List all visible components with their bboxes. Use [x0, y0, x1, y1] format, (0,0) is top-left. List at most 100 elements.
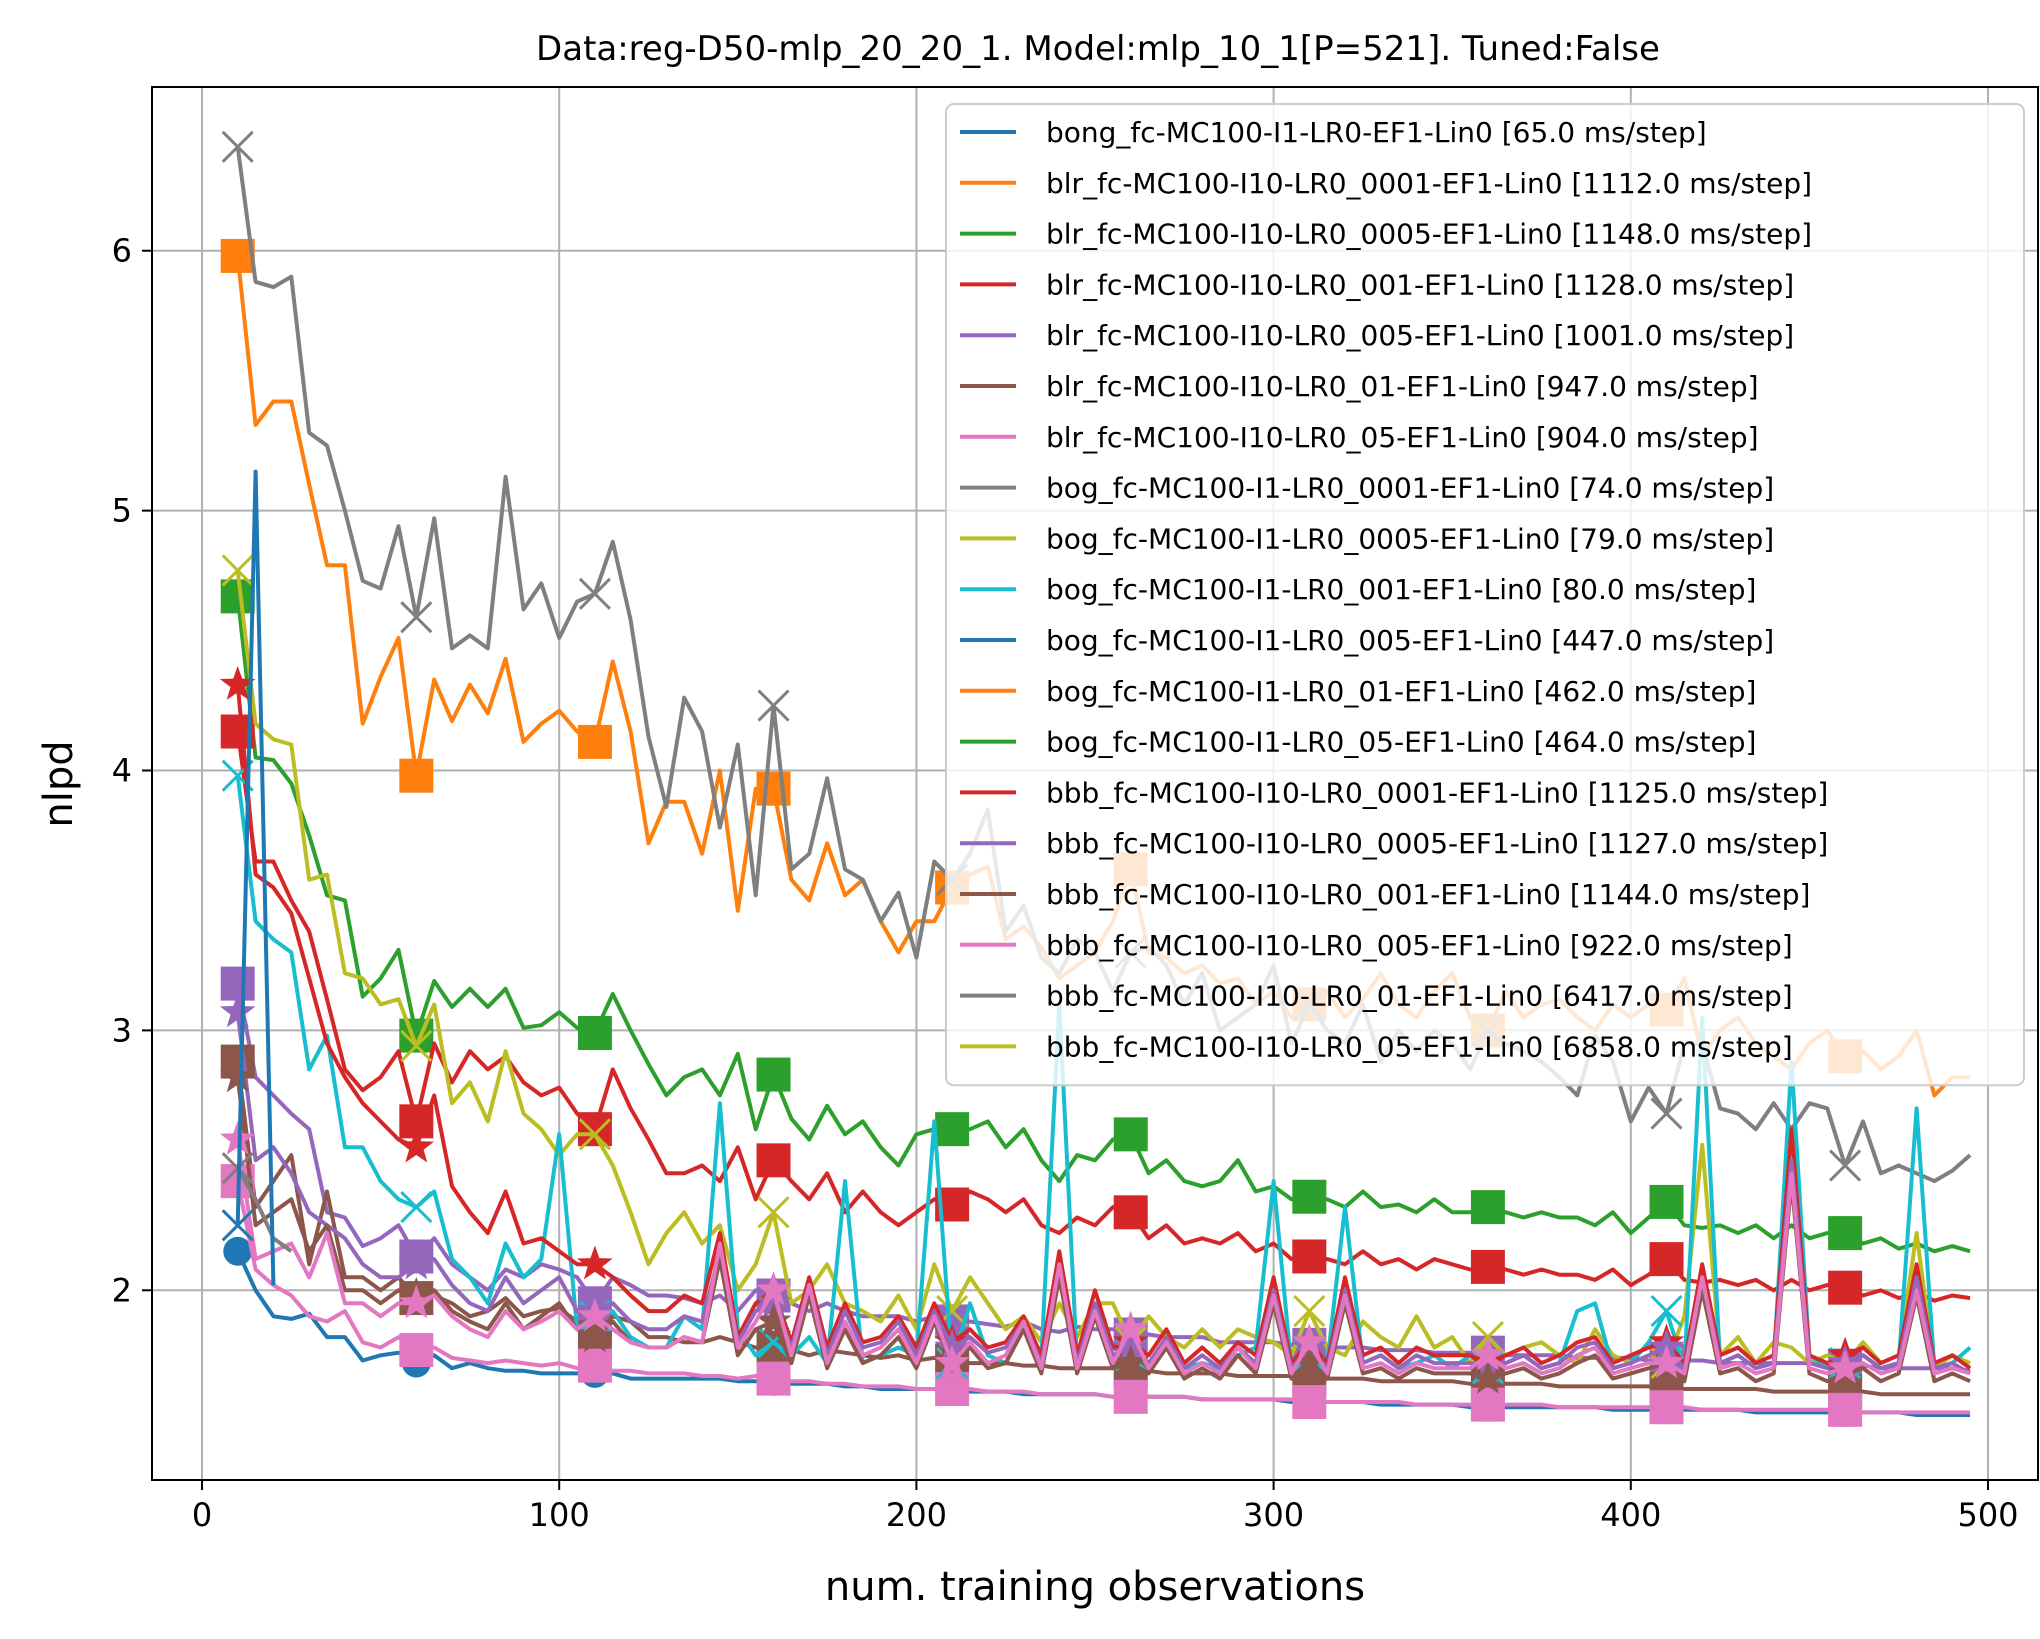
- data-point: [577, 1348, 612, 1383]
- chart-title: Data:reg-D50-mlp_20_20_1. Model:mlp_10_1…: [536, 29, 1660, 69]
- data-point: [1470, 1359, 1506, 1394]
- data-point: [398, 1128, 435, 1163]
- y-axis-label: nlpd: [36, 740, 82, 827]
- data-point: [1828, 1392, 1863, 1427]
- data-point: [219, 666, 256, 700]
- legend-entry-label: blr_fc-MC100-I10-LR0_001-EF1-Lin0 [1128.…: [1046, 268, 1794, 301]
- data-point: [1649, 1242, 1684, 1277]
- data-point: [398, 1284, 435, 1319]
- data-point: [1113, 1379, 1148, 1414]
- data-point: [577, 724, 612, 759]
- legend-entry-label: bog_fc-MC100-I1-LR0_01-EF1-Lin0 [462.0 m…: [1046, 675, 1756, 708]
- data-point: [578, 1118, 611, 1151]
- data-point: [1292, 1239, 1327, 1274]
- data-point: [1829, 1149, 1862, 1182]
- data-point: [756, 1057, 791, 1092]
- legend-entry-label: bong_fc-MC100-I1-LR0-EF1-Lin0 [65.0 ms/s…: [1046, 116, 1707, 149]
- legend-entry-label: blr_fc-MC100-I10-LR0_01-EF1-Lin0 [947.0 …: [1046, 370, 1759, 403]
- series-line: [235, 596, 1971, 1254]
- y-tick-label: 2: [112, 1271, 132, 1309]
- series-line: [235, 469, 276, 1286]
- data-point: [400, 1029, 433, 1063]
- data-point: [1828, 1270, 1863, 1305]
- series-line: [235, 684, 1972, 1370]
- data-point: [1828, 1216, 1863, 1251]
- data-point: [219, 1120, 256, 1155]
- data-point: [1292, 1385, 1327, 1420]
- legend-entry-label: bbb_fc-MC100-I10-LR0_05-EF1-Lin0 [6858.0…: [1046, 1030, 1793, 1063]
- data-point: [577, 1245, 613, 1280]
- series-line: [235, 1011, 1972, 1376]
- data-point: [577, 1297, 613, 1332]
- data-point: [221, 1209, 254, 1242]
- series-line: [235, 1139, 1971, 1376]
- data-point: [1112, 1310, 1149, 1345]
- data-point: [578, 577, 611, 610]
- data-point: [1470, 1387, 1505, 1422]
- plot-frame: [151, 86, 2039, 1481]
- data-point: [935, 1112, 970, 1147]
- data-point: [400, 601, 433, 634]
- y-tick-label: 4: [112, 752, 132, 790]
- data-point: [1650, 1295, 1683, 1328]
- x-tick-label: 400: [1600, 1496, 1661, 1534]
- y-tick-label: 5: [112, 492, 132, 530]
- legend-entry-label: bog_fc-MC100-I1-LR0_0001-EF1-Lin0 [74.0 …: [1046, 472, 1774, 505]
- data-point: [934, 1344, 970, 1379]
- legend-entry-label: bbb_fc-MC100-I10-LR0_0001-EF1-Lin0 [1125…: [1046, 776, 1828, 809]
- data-point: [756, 1361, 791, 1396]
- x-tick-label: 500: [1957, 1496, 2018, 1534]
- data-point: [577, 1112, 612, 1147]
- legend-entry-label: blr_fc-MC100-I10-LR0_05-EF1-Lin0 [904.0 …: [1046, 421, 1759, 454]
- y-tick-label: 3: [112, 1011, 132, 1049]
- legend-entry-label: blr_fc-MC100-I10-LR0_0001-EF1-Lin0 [1112…: [1046, 167, 1812, 200]
- y-tick-label: 6: [112, 232, 132, 270]
- data-point: [757, 689, 790, 722]
- series-group: [220, 1164, 1971, 1427]
- series-group: [221, 469, 276, 1286]
- data-point: [755, 1302, 792, 1337]
- series-group: [219, 1120, 1971, 1384]
- legend-entry-label: bog_fc-MC100-I1-LR0_001-EF1-Lin0 [80.0 m…: [1046, 573, 1756, 606]
- data-point: [577, 1015, 612, 1050]
- x-tick-label: 200: [886, 1496, 947, 1534]
- data-point: [1649, 1390, 1684, 1425]
- data-point: [1650, 1097, 1683, 1130]
- data-point: [219, 993, 256, 1028]
- x-tick-label: 300: [1243, 1496, 1304, 1534]
- data-point: [1291, 1323, 1328, 1358]
- data-point: [935, 1372, 970, 1407]
- legend-entry-label: bbb_fc-MC100-I10-LR0_0005-EF1-Lin0 [1127…: [1046, 827, 1828, 860]
- data-point: [1649, 1184, 1684, 1219]
- legend-entry-label: bog_fc-MC100-I1-LR0_005-EF1-Lin0 [447.0 …: [1046, 624, 1774, 657]
- data-point: [219, 1058, 256, 1093]
- legend-entry-label: bbb_fc-MC100-I10-LR0_001-EF1-Lin0 [1144.…: [1046, 878, 1810, 911]
- data-point: [1470, 1249, 1505, 1284]
- legend-entry-label: bbb_fc-MC100-I10-LR0_01-EF1-Lin0 [6417.0…: [1046, 980, 1793, 1013]
- data-point: [399, 758, 434, 793]
- data-point: [221, 554, 254, 587]
- data-point: [757, 1196, 790, 1229]
- x-tick-label: 0: [192, 1496, 212, 1534]
- x-tick-label: 100: [529, 1496, 590, 1534]
- legend-entry-label: bog_fc-MC100-I1-LR0_0005-EF1-Lin0 [79.0 …: [1046, 522, 1774, 555]
- data-point: [756, 1143, 791, 1178]
- series-group: [220, 714, 1971, 1305]
- data-point: [755, 1284, 792, 1319]
- series-line: [235, 1167, 293, 1253]
- legend: bong_fc-MC100-I1-LR0-EF1-Lin0 [65.0 ms/s…: [945, 103, 2025, 1087]
- data-point: [1292, 1179, 1327, 1214]
- legend-entry-label: bog_fc-MC100-I1-LR0_05-EF1-Lin0 [464.0 m…: [1046, 726, 1756, 759]
- data-point: [1291, 1344, 1328, 1379]
- data-point: [1112, 1344, 1149, 1379]
- data-point: [577, 1318, 613, 1353]
- data-point: [755, 1271, 792, 1306]
- x-axis-label: num. training observations: [825, 1564, 1365, 1610]
- legend-entry-label: bbb_fc-MC100-I10-LR0_005-EF1-Lin0 [922.0…: [1046, 929, 1793, 962]
- data-point: [1470, 1336, 1506, 1371]
- legend-box: [945, 103, 2025, 1087]
- data-point: [1648, 1344, 1685, 1379]
- legend-entry-label: blr_fc-MC100-I10-LR0_0005-EF1-Lin0 [1148…: [1046, 218, 1812, 251]
- data-point: [1827, 1349, 1863, 1384]
